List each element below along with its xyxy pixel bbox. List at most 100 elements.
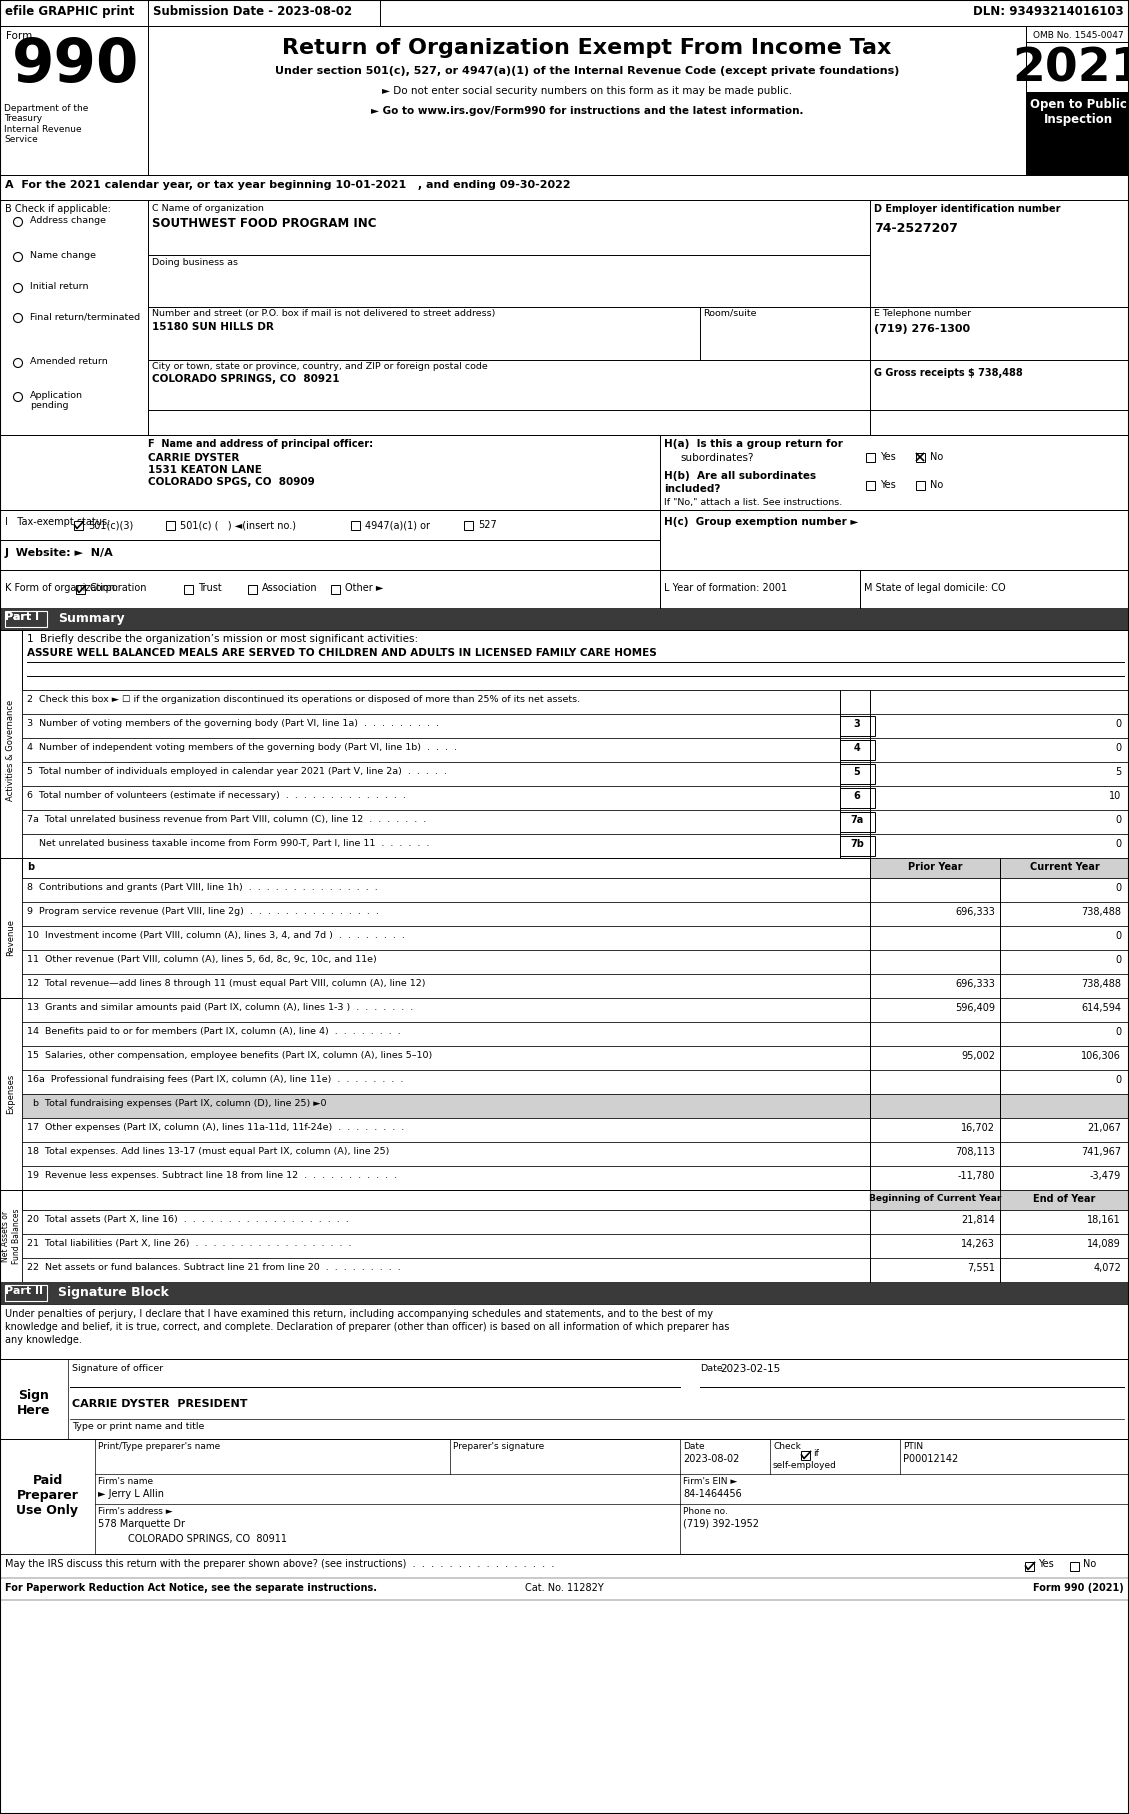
Text: Net Assets or
Fund Balances: Net Assets or Fund Balances <box>1 1208 20 1264</box>
Text: 18,161: 18,161 <box>1087 1215 1121 1224</box>
Text: Prior Year: Prior Year <box>908 862 962 873</box>
Text: DLN: 93493214016103: DLN: 93493214016103 <box>973 5 1124 18</box>
Text: F  Name and address of principal officer:: F Name and address of principal officer: <box>148 439 373 450</box>
Text: 738,488: 738,488 <box>1080 980 1121 989</box>
Text: Paid
Preparer
Use Only: Paid Preparer Use Only <box>17 1475 79 1517</box>
Bar <box>21 762 1129 785</box>
Bar <box>73 521 82 530</box>
Text: 0: 0 <box>1114 954 1121 965</box>
Bar <box>21 629 1129 689</box>
Text: Yes: Yes <box>1038 1558 1053 1569</box>
Text: 696,333: 696,333 <box>955 907 995 918</box>
Text: City or town, state or province, country, and ZIP or foreign postal code: City or town, state or province, country… <box>152 363 488 372</box>
Bar <box>21 878 1129 902</box>
Text: 578 Marquette Dr: 578 Marquette Dr <box>98 1518 185 1529</box>
Text: 2021: 2021 <box>1013 45 1129 91</box>
Text: 16a  Professional fundraising fees (Part IX, column (A), line 11e)  .  .  .  .  : 16a Professional fundraising fees (Part … <box>27 1076 403 1085</box>
Bar <box>840 836 875 856</box>
Bar <box>21 902 1129 925</box>
Bar <box>870 1166 1000 1190</box>
Text: 15180 SUN HILLS DR: 15180 SUN HILLS DR <box>152 323 274 332</box>
Text: 22  Net assets or fund balances. Subtract line 21 from line 20  .  .  .  .  .  .: 22 Net assets or fund balances. Subtract… <box>27 1263 401 1272</box>
Text: COLORADO SPRINGS, CO  80921: COLORADO SPRINGS, CO 80921 <box>152 374 340 385</box>
Text: Part I: Part I <box>5 611 40 622</box>
Text: 2023-02-15: 2023-02-15 <box>720 1364 780 1373</box>
Bar <box>840 764 875 784</box>
Text: 0: 0 <box>1114 883 1121 892</box>
Bar <box>0 1578 1129 1600</box>
Bar <box>21 1257 1129 1282</box>
Text: Form 990 (2021): Form 990 (2021) <box>1033 1584 1124 1593</box>
Bar <box>0 858 21 998</box>
Bar <box>0 1439 1129 1555</box>
Text: ► Do not enter social security numbers on this form as it may be made public.: ► Do not enter social security numbers o… <box>382 85 793 96</box>
Text: 10: 10 <box>1109 791 1121 802</box>
Text: 0: 0 <box>1114 814 1121 825</box>
Bar <box>5 1284 47 1301</box>
Text: 0: 0 <box>1114 1076 1121 1085</box>
Text: 17  Other expenses (Part IX, column (A), lines 11a-11d, 11f-24e)  .  .  .  .  . : 17 Other expenses (Part IX, column (A), … <box>27 1123 404 1132</box>
Bar <box>148 25 1026 174</box>
Text: Activities & Governance: Activities & Governance <box>7 700 16 800</box>
Text: L Year of formation: 2001: L Year of formation: 2001 <box>664 582 787 593</box>
Text: 4947(a)(1) or: 4947(a)(1) or <box>365 521 430 530</box>
Text: 527: 527 <box>478 521 497 530</box>
Text: 0: 0 <box>1114 840 1121 849</box>
Text: Trust: Trust <box>198 582 221 593</box>
Text: Date: Date <box>700 1364 723 1373</box>
Bar <box>1026 25 1129 174</box>
Text: H(a)  Is this a group return for: H(a) Is this a group return for <box>664 439 843 450</box>
Bar <box>21 715 1129 738</box>
Text: Signature of officer: Signature of officer <box>72 1364 164 1373</box>
Text: 738,488: 738,488 <box>1080 907 1121 918</box>
Bar <box>166 521 175 530</box>
Text: 10  Investment income (Part VIII, column (A), lines 3, 4, and 7d )  .  .  .  .  : 10 Investment income (Part VIII, column … <box>27 931 405 940</box>
Bar <box>1069 1562 1078 1571</box>
Text: Amended return: Amended return <box>30 357 107 366</box>
Text: Firm's address ►: Firm's address ► <box>98 1507 173 1517</box>
Text: If "No," attach a list. See instructions.: If "No," attach a list. See instructions… <box>664 499 842 506</box>
Text: 12  Total revenue—add lines 8 through 11 (must equal Part VIII, column (A), line: 12 Total revenue—add lines 8 through 11 … <box>27 980 426 989</box>
Text: 19  Revenue less expenses. Subtract line 18 from line 12  .  .  .  .  .  .  .  .: 19 Revenue less expenses. Subtract line … <box>27 1172 397 1179</box>
Text: 3: 3 <box>854 718 860 729</box>
Text: B Check if applicable:: B Check if applicable: <box>5 203 111 214</box>
Text: Return of Organization Exempt From Income Tax: Return of Organization Exempt From Incom… <box>282 38 892 58</box>
Bar <box>21 1047 870 1070</box>
Bar <box>1000 1021 1129 1047</box>
Text: self-employed: self-employed <box>773 1460 837 1469</box>
Text: 8  Contributions and grants (Part VIII, line 1h)  .  .  .  .  .  .  .  .  .  .  : 8 Contributions and grants (Part VIII, l… <box>27 883 378 892</box>
Text: I   Tax-exempt status:: I Tax-exempt status: <box>5 517 111 528</box>
Bar <box>840 717 875 736</box>
Text: 3  Number of voting members of the governing body (Part VI, line 1a)  .  .  .  .: 3 Number of voting members of the govern… <box>27 718 439 727</box>
Bar <box>1000 858 1129 878</box>
Text: Room/suite: Room/suite <box>703 308 756 317</box>
Text: 21,814: 21,814 <box>961 1215 995 1224</box>
Text: Doing business as: Doing business as <box>152 258 238 267</box>
Text: P00012142: P00012142 <box>903 1455 959 1464</box>
Bar <box>860 570 1129 608</box>
Text: 84-1464456: 84-1464456 <box>683 1489 742 1498</box>
Text: 1  Briefly describe the organization’s mission or most significant activities:: 1 Briefly describe the organization’s mi… <box>27 635 418 644</box>
Bar <box>840 813 875 833</box>
Text: 501(c) (   ) ◄(insert no.): 501(c) ( ) ◄(insert no.) <box>180 521 296 530</box>
Bar <box>870 1094 1000 1117</box>
Bar <box>21 1234 1129 1257</box>
Bar <box>21 811 1129 834</box>
Text: Number and street (or P.O. box if mail is not delivered to street address): Number and street (or P.O. box if mail i… <box>152 308 496 317</box>
Text: 9  Program service revenue (Part VIII, line 2g)  .  .  .  .  .  .  .  .  .  .  .: 9 Program service revenue (Part VIII, li… <box>27 907 379 916</box>
Bar <box>870 1117 1000 1143</box>
Text: No: No <box>1083 1558 1096 1569</box>
Text: May the IRS discuss this return with the preparer shown above? (see instructions: May the IRS discuss this return with the… <box>5 1558 554 1569</box>
Text: 2023-08-02: 2023-08-02 <box>683 1455 739 1464</box>
Text: 5: 5 <box>1114 767 1121 776</box>
Text: Revenue: Revenue <box>7 920 16 956</box>
Bar <box>0 608 1129 629</box>
Bar <box>21 951 1129 974</box>
Bar <box>0 1304 1129 1359</box>
Text: 14,089: 14,089 <box>1087 1239 1121 1250</box>
Text: CARRIE DYSTER  PRESIDENT: CARRIE DYSTER PRESIDENT <box>72 1399 247 1409</box>
Text: Type or print name and title: Type or print name and title <box>72 1422 204 1431</box>
Bar <box>800 1451 809 1460</box>
Text: 0: 0 <box>1114 744 1121 753</box>
Bar <box>331 584 340 593</box>
